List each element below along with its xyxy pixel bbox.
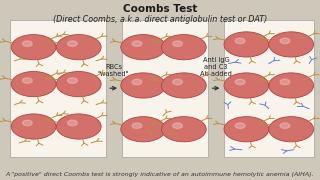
Circle shape xyxy=(161,35,206,60)
Circle shape xyxy=(22,41,32,46)
Circle shape xyxy=(68,120,77,126)
Circle shape xyxy=(121,73,166,98)
Bar xyxy=(122,20,208,157)
Circle shape xyxy=(224,117,269,142)
Circle shape xyxy=(22,120,32,126)
Text: RBCs
"washed": RBCs "washed" xyxy=(98,64,129,77)
Circle shape xyxy=(56,114,101,139)
Circle shape xyxy=(22,78,32,83)
Circle shape xyxy=(132,41,142,46)
Circle shape xyxy=(269,117,314,142)
Circle shape xyxy=(172,41,182,46)
Circle shape xyxy=(68,41,77,46)
Bar xyxy=(224,20,314,157)
Circle shape xyxy=(56,71,101,97)
Circle shape xyxy=(235,123,245,129)
Circle shape xyxy=(280,79,290,85)
Circle shape xyxy=(121,35,166,60)
Text: (Direct Coombs, a.k.a. direct antiglobulin test or DAT): (Direct Coombs, a.k.a. direct antiglobul… xyxy=(53,15,267,24)
Circle shape xyxy=(132,79,142,85)
Text: Coombs Test: Coombs Test xyxy=(123,4,197,15)
Circle shape xyxy=(11,35,56,60)
Circle shape xyxy=(56,35,101,60)
Circle shape xyxy=(161,73,206,98)
Circle shape xyxy=(280,38,290,44)
Circle shape xyxy=(68,78,77,83)
Circle shape xyxy=(280,123,290,129)
Circle shape xyxy=(132,123,142,129)
Circle shape xyxy=(224,32,269,57)
Circle shape xyxy=(235,38,245,44)
Text: Anti IgG
and C3
Ab added: Anti IgG and C3 Ab added xyxy=(200,57,232,77)
Circle shape xyxy=(161,117,206,142)
Circle shape xyxy=(269,32,314,57)
Circle shape xyxy=(172,123,182,129)
Circle shape xyxy=(224,73,269,98)
Circle shape xyxy=(172,79,182,85)
Bar xyxy=(10,20,106,157)
Circle shape xyxy=(235,79,245,85)
Circle shape xyxy=(269,73,314,98)
Circle shape xyxy=(11,114,56,139)
Circle shape xyxy=(11,71,56,97)
Circle shape xyxy=(121,117,166,142)
Text: A "positive" direct Coombs test is strongly indicative of an autoimmune hemolyti: A "positive" direct Coombs test is stron… xyxy=(6,172,314,177)
